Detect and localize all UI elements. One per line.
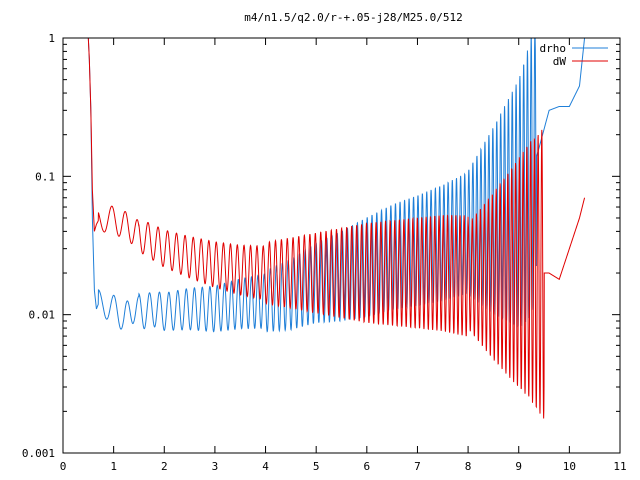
x-tick-label: 1 bbox=[110, 460, 117, 473]
x-tick-label: 4 bbox=[262, 460, 269, 473]
x-tick-label: 11 bbox=[613, 460, 626, 473]
y-tick-label: 0.1 bbox=[35, 170, 55, 183]
y-tick-label: 0.001 bbox=[22, 447, 55, 460]
x-tick-label: 5 bbox=[313, 460, 320, 473]
y-tick-label: 1 bbox=[48, 32, 55, 45]
chart-title: m4/n1.5/q2.0/r-+.05-j28/M25.0/512 bbox=[244, 11, 463, 24]
x-tick-label: 3 bbox=[212, 460, 219, 473]
legend-label-dW: dW bbox=[553, 55, 567, 68]
x-tick-label: 8 bbox=[465, 460, 472, 473]
plot-curves bbox=[87, 37, 586, 419]
series-line-dW bbox=[87, 37, 586, 419]
x-tick-label: 9 bbox=[515, 460, 522, 473]
x-tick-label: 10 bbox=[563, 460, 576, 473]
x-tick-label: 7 bbox=[414, 460, 421, 473]
x-tick-label: 6 bbox=[364, 460, 371, 473]
y-tick-label: 0.01 bbox=[29, 309, 56, 322]
x-tick-label: 2 bbox=[161, 460, 168, 473]
series-line-drho bbox=[87, 37, 586, 333]
legend-label-drho: drho bbox=[540, 42, 567, 55]
axis-ticks: 0 1 2 3 4 5 6 7 8 9 10 11 0.001 0.01 0.1 1 bbox=[22, 32, 627, 473]
x-tick-label: 0 bbox=[60, 460, 67, 473]
plot-frame bbox=[62, 37, 621, 454]
